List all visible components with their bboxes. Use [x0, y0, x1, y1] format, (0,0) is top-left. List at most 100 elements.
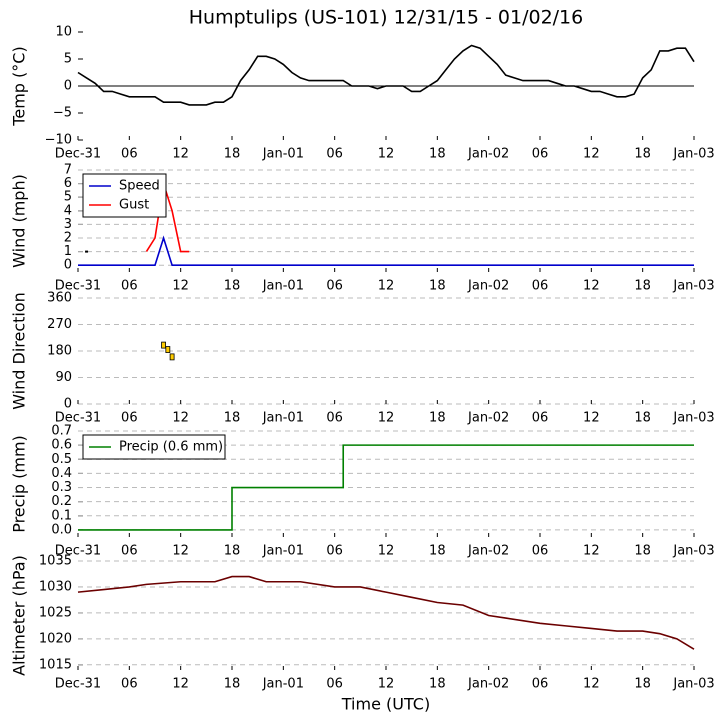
- x-tick-label: 06: [326, 677, 343, 692]
- x-tick-label: 18: [429, 147, 446, 162]
- data-line: [77, 575, 695, 650]
- x-tick-label: Jan-01: [262, 677, 304, 692]
- x-tick-label: 18: [634, 279, 651, 294]
- x-tick-label: 06: [326, 147, 343, 162]
- y-tick-label: 0.0: [51, 522, 72, 537]
- x-tick-label: 06: [121, 411, 138, 426]
- x-tick-label: 06: [326, 279, 343, 294]
- x-tick-label: 18: [224, 677, 241, 692]
- x-tick-label: Dec-31: [55, 147, 101, 162]
- x-tick-label: 12: [378, 279, 395, 294]
- x-tick-label: Jan-02: [467, 279, 509, 294]
- legend-box: [82, 173, 167, 218]
- x-tick-label: Dec-31: [55, 411, 101, 426]
- x-tick-label: 12: [583, 411, 600, 426]
- x-tick-label: 06: [532, 544, 549, 559]
- x-tick-label: 12: [378, 411, 395, 426]
- y-tick-label: 4: [64, 203, 72, 218]
- y-tick-label: 1030: [39, 579, 72, 594]
- y-tick-label: 6: [64, 176, 72, 191]
- x-tick-label: 18: [634, 677, 651, 692]
- data-line: [78, 444, 694, 531]
- y-tick-label: 1035: [39, 554, 72, 569]
- legend-label: Gust: [119, 198, 149, 213]
- y-tick-label: 7: [64, 163, 72, 178]
- x-tick-label: 06: [121, 147, 138, 162]
- y-axis-label: Temp (°C): [10, 46, 29, 126]
- x-tick-label: Jan-02: [467, 544, 509, 559]
- y-tick-label: 0.3: [51, 480, 72, 495]
- legend-label: Speed: [119, 179, 160, 194]
- x-tick-label: Jan-01: [262, 411, 304, 426]
- x-tick-label: 12: [378, 544, 395, 559]
- x-tick-label: 06: [532, 147, 549, 162]
- data-point: [165, 346, 171, 353]
- x-tick-label: Jan-01: [262, 279, 304, 294]
- y-tick-label: −10: [45, 133, 72, 148]
- y-tick-label: −5: [53, 106, 72, 121]
- x-tick-label: 06: [532, 411, 549, 426]
- x-tick-label: 18: [634, 147, 651, 162]
- legend-label: Precip (0.6 mm): [119, 440, 223, 455]
- x-tick-label: 06: [326, 544, 343, 559]
- x-tick-label: 12: [172, 544, 189, 559]
- x-tick-label: 18: [634, 411, 651, 426]
- y-tick-label: 0.4: [51, 466, 72, 481]
- legend: Speed Gust: [82, 173, 167, 218]
- x-tick-label: 06: [532, 677, 549, 692]
- x-tick-label: 12: [378, 677, 395, 692]
- x-tick-label: 12: [583, 544, 600, 559]
- y-tick-label: 360: [47, 291, 72, 306]
- x-tick-label: 06: [121, 544, 138, 559]
- data-line: [145, 183, 190, 253]
- x-tick-label: 06: [121, 279, 138, 294]
- x-tick-label: 18: [429, 544, 446, 559]
- data-point: [169, 353, 175, 361]
- x-tick-label: 18: [224, 147, 241, 162]
- x-tick-label: 18: [224, 544, 241, 559]
- x-tick-label: Jan-01: [262, 147, 304, 162]
- y-tick-label: 1020: [39, 631, 72, 646]
- x-tick-label: Jan-03: [672, 279, 714, 294]
- y-tick-label: 0.2: [51, 494, 72, 509]
- x-tick-label: Jan-03: [672, 677, 714, 692]
- x-tick-label: 12: [172, 147, 189, 162]
- y-tick-label: 10: [55, 25, 72, 40]
- y-axis-label: Altimeter (hPa): [10, 555, 29, 676]
- y-tick-label: 1025: [39, 605, 72, 620]
- y-tick-label: 0.7: [51, 424, 72, 439]
- y-tick-label: 2: [64, 231, 72, 246]
- x-axis-label: Time (UTC): [341, 695, 430, 714]
- x-tick-label: 12: [583, 677, 600, 692]
- y-axis-label: Wind Direction: [10, 292, 29, 410]
- x-tick-label: 12: [583, 279, 600, 294]
- y-tick-label: 1015: [39, 657, 72, 672]
- x-tick-label: Dec-31: [55, 677, 101, 692]
- x-tick-label: Jan-03: [672, 147, 714, 162]
- x-tick-label: 18: [429, 411, 446, 426]
- x-tick-label: Jan-02: [467, 677, 509, 692]
- x-tick-label: Jan-02: [467, 411, 509, 426]
- x-tick-label: 18: [429, 279, 446, 294]
- y-axis-label: Wind (mph): [10, 174, 29, 268]
- x-tick-label: 12: [172, 279, 189, 294]
- y-tick-label: 90: [55, 370, 72, 385]
- data-point: [161, 341, 166, 349]
- x-tick-label: 06: [121, 677, 138, 692]
- y-tick-label: 0: [64, 397, 72, 412]
- x-tick-label: 06: [326, 411, 343, 426]
- x-tick-label: Jan-03: [672, 544, 714, 559]
- y-tick-label: 0: [64, 79, 72, 94]
- x-tick-label: 06: [532, 279, 549, 294]
- y-tick-label: 3: [64, 217, 72, 232]
- data-line: [78, 235, 694, 266]
- y-tick-label: 0.6: [51, 438, 72, 453]
- y-axis-label: Precip (mm): [10, 435, 29, 533]
- x-tick-label: Jan-03: [672, 411, 714, 426]
- x-tick-label: Jan-02: [467, 147, 509, 162]
- y-tick-label: 5: [64, 190, 72, 205]
- x-tick-label: 18: [429, 677, 446, 692]
- y-tick-label: 0: [64, 258, 72, 273]
- y-tick-label: 180: [47, 344, 72, 359]
